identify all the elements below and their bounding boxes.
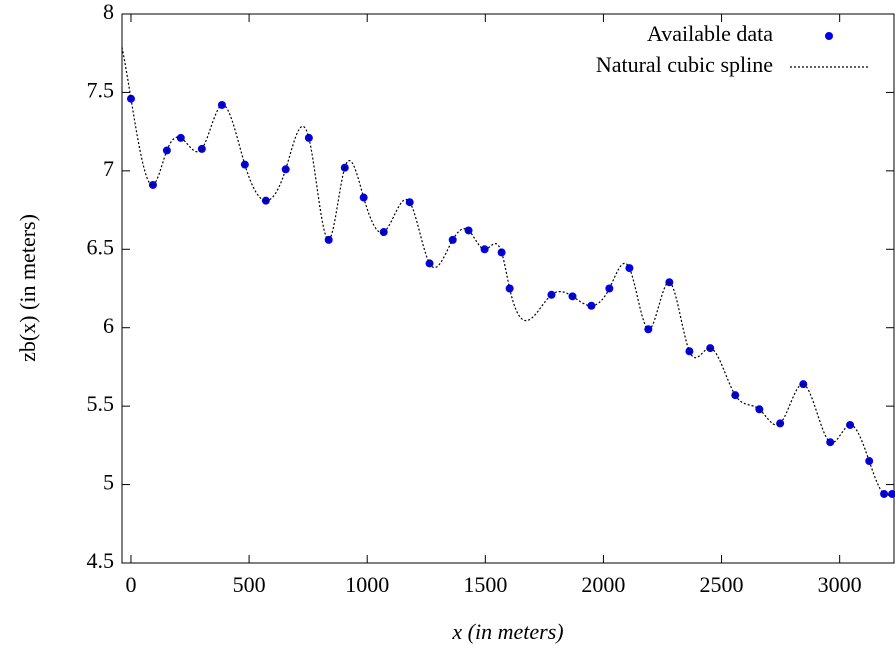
spline-segment [344,160,365,198]
y-tick-label: 6.5 [87,234,115,259]
spline-segment [121,47,132,99]
spline-segment [501,252,511,289]
spline-segment [152,150,168,186]
y-tick-label: 6 [103,313,114,338]
spline-segment [265,169,287,202]
spline-segment [850,424,870,462]
spline-segment [285,125,310,170]
spline-segment [383,198,411,233]
spline-segment [779,383,804,424]
x-tick-label: 3000 [818,572,862,597]
spline-segment [829,424,851,444]
y-tick-label: 7.5 [87,77,115,102]
spline-segment [669,281,690,352]
data-point [547,290,556,299]
spline-segment [429,239,454,269]
y-tick-label: 7 [103,156,114,181]
y-tick-label: 5 [103,470,114,495]
spline-segment [648,281,670,330]
y-tick-label: 8 [103,0,114,24]
data-point [888,489,895,498]
spline-segment [363,197,385,234]
spline-segment [710,347,736,396]
x-axis-label: x (in meters) [451,619,563,644]
y-tick-label: 5.5 [87,391,115,416]
spline-segment [244,164,266,202]
spline-segment [308,137,329,241]
spline-segment [551,290,573,297]
legend-label: Available data [647,21,773,46]
x-tick-label: 1500 [463,572,507,597]
spline-segment [221,104,246,165]
y-axis-label: zb(x) (in meters) [15,214,40,362]
spline-segment [180,137,203,153]
spline-segment [166,136,182,151]
spline-segment [201,104,223,150]
spline-segment [468,230,485,250]
spline-segment [883,493,893,496]
data-point [148,180,157,189]
spline-segment [803,383,831,443]
spline-segment [452,228,469,241]
spline-segment [409,201,431,264]
spline-segment [758,408,781,426]
x-tick-label: 2000 [581,572,625,597]
spline-segment [328,167,346,241]
y-tick-label: 4.5 [87,548,115,573]
x-tick-label: 0 [125,572,136,597]
spline-segment [734,394,760,410]
legend-label: Natural cubic spline [596,52,773,77]
x-tick-label: 1000 [345,572,389,597]
spline-segment [628,267,649,330]
data-point [197,144,206,153]
x-tick-label: 2500 [700,572,744,597]
spline-segment [130,98,154,186]
spline-segment [509,288,552,322]
spline-segment [868,460,885,495]
spline-segment [484,243,503,253]
data-point [799,380,808,389]
plot-frame [121,13,895,564]
x-tick-label: 500 [233,572,266,597]
legend-marker [825,32,833,40]
